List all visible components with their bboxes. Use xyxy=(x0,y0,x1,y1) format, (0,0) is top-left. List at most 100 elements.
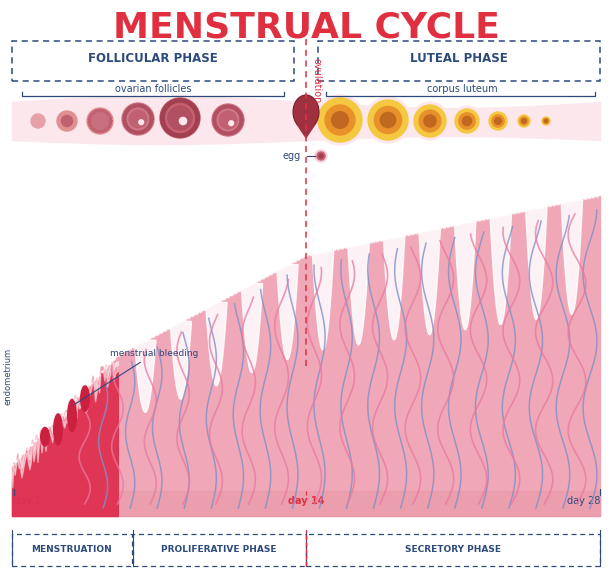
Circle shape xyxy=(141,130,144,133)
Bar xyxy=(306,534,600,566)
Circle shape xyxy=(543,118,549,124)
Circle shape xyxy=(239,124,242,127)
Circle shape xyxy=(190,129,194,132)
Circle shape xyxy=(218,129,221,132)
Circle shape xyxy=(215,125,218,128)
Circle shape xyxy=(88,118,91,121)
Text: day 28: day 28 xyxy=(567,496,600,506)
Text: MENSTRUAL CYCLE: MENSTRUAL CYCLE xyxy=(113,10,499,44)
Circle shape xyxy=(212,104,244,136)
Ellipse shape xyxy=(40,427,50,447)
Circle shape xyxy=(147,110,151,113)
Circle shape xyxy=(229,121,234,126)
Circle shape xyxy=(315,95,365,145)
Text: corpus luteum: corpus luteum xyxy=(427,84,498,94)
Circle shape xyxy=(119,100,157,138)
Bar xyxy=(318,41,600,81)
Circle shape xyxy=(57,111,77,131)
Circle shape xyxy=(161,112,165,116)
Circle shape xyxy=(195,122,198,126)
Circle shape xyxy=(167,130,171,134)
Circle shape xyxy=(240,116,243,119)
Circle shape xyxy=(223,105,226,108)
Circle shape xyxy=(150,118,153,120)
Circle shape xyxy=(183,99,187,103)
Circle shape xyxy=(101,109,103,112)
Circle shape xyxy=(186,132,189,136)
Circle shape xyxy=(411,102,449,140)
Circle shape xyxy=(149,112,152,115)
Circle shape xyxy=(87,108,113,134)
Circle shape xyxy=(125,124,128,127)
Circle shape xyxy=(95,130,98,132)
Circle shape xyxy=(149,123,152,126)
Circle shape xyxy=(228,132,231,135)
Circle shape xyxy=(146,127,149,130)
Circle shape xyxy=(138,104,141,107)
Circle shape xyxy=(177,98,181,102)
Circle shape xyxy=(108,114,110,117)
Circle shape xyxy=(109,123,111,125)
Bar xyxy=(133,534,306,566)
Circle shape xyxy=(124,122,127,124)
Circle shape xyxy=(181,98,184,103)
Circle shape xyxy=(240,119,243,122)
Ellipse shape xyxy=(67,399,77,433)
Circle shape xyxy=(168,106,192,130)
Circle shape xyxy=(194,124,198,128)
Circle shape xyxy=(162,109,166,113)
Ellipse shape xyxy=(53,413,63,446)
Circle shape xyxy=(489,112,507,130)
Circle shape xyxy=(126,109,129,112)
Circle shape xyxy=(174,134,178,137)
Circle shape xyxy=(318,98,362,142)
Circle shape xyxy=(215,112,218,115)
Circle shape xyxy=(157,95,203,141)
Circle shape xyxy=(172,132,176,137)
Circle shape xyxy=(138,131,141,134)
Circle shape xyxy=(319,154,323,158)
Circle shape xyxy=(194,108,198,112)
Circle shape xyxy=(95,110,98,112)
Ellipse shape xyxy=(293,95,319,129)
Circle shape xyxy=(195,111,198,114)
Circle shape xyxy=(98,109,100,112)
Circle shape xyxy=(167,103,171,106)
Circle shape xyxy=(315,150,327,162)
Circle shape xyxy=(542,117,550,125)
Polygon shape xyxy=(296,124,316,139)
Circle shape xyxy=(61,116,72,127)
Circle shape xyxy=(141,105,144,108)
Circle shape xyxy=(54,108,80,134)
Circle shape xyxy=(146,108,149,111)
Circle shape xyxy=(130,130,133,132)
Circle shape xyxy=(188,102,192,105)
Circle shape xyxy=(177,134,181,138)
Circle shape xyxy=(520,117,528,125)
Circle shape xyxy=(332,112,348,128)
Circle shape xyxy=(110,120,112,122)
Circle shape xyxy=(126,126,129,130)
Circle shape xyxy=(459,113,475,129)
Circle shape xyxy=(144,106,147,109)
Circle shape xyxy=(165,128,169,131)
Text: ovarian follicles: ovarian follicles xyxy=(115,84,191,94)
Text: SECRETORY PHASE: SECRETORY PHASE xyxy=(405,545,501,555)
Circle shape xyxy=(220,131,223,134)
Circle shape xyxy=(108,126,110,128)
Circle shape xyxy=(518,115,530,127)
Circle shape xyxy=(144,129,147,132)
Circle shape xyxy=(84,105,116,137)
Circle shape xyxy=(125,111,128,114)
Circle shape xyxy=(103,129,106,132)
Circle shape xyxy=(91,127,93,129)
Circle shape xyxy=(181,134,184,137)
Circle shape xyxy=(92,128,95,131)
Circle shape xyxy=(237,111,241,113)
Circle shape xyxy=(162,123,166,127)
Circle shape xyxy=(209,101,247,139)
Circle shape xyxy=(236,128,239,131)
Circle shape xyxy=(186,100,189,104)
Circle shape xyxy=(172,100,176,103)
Circle shape xyxy=(196,119,199,123)
